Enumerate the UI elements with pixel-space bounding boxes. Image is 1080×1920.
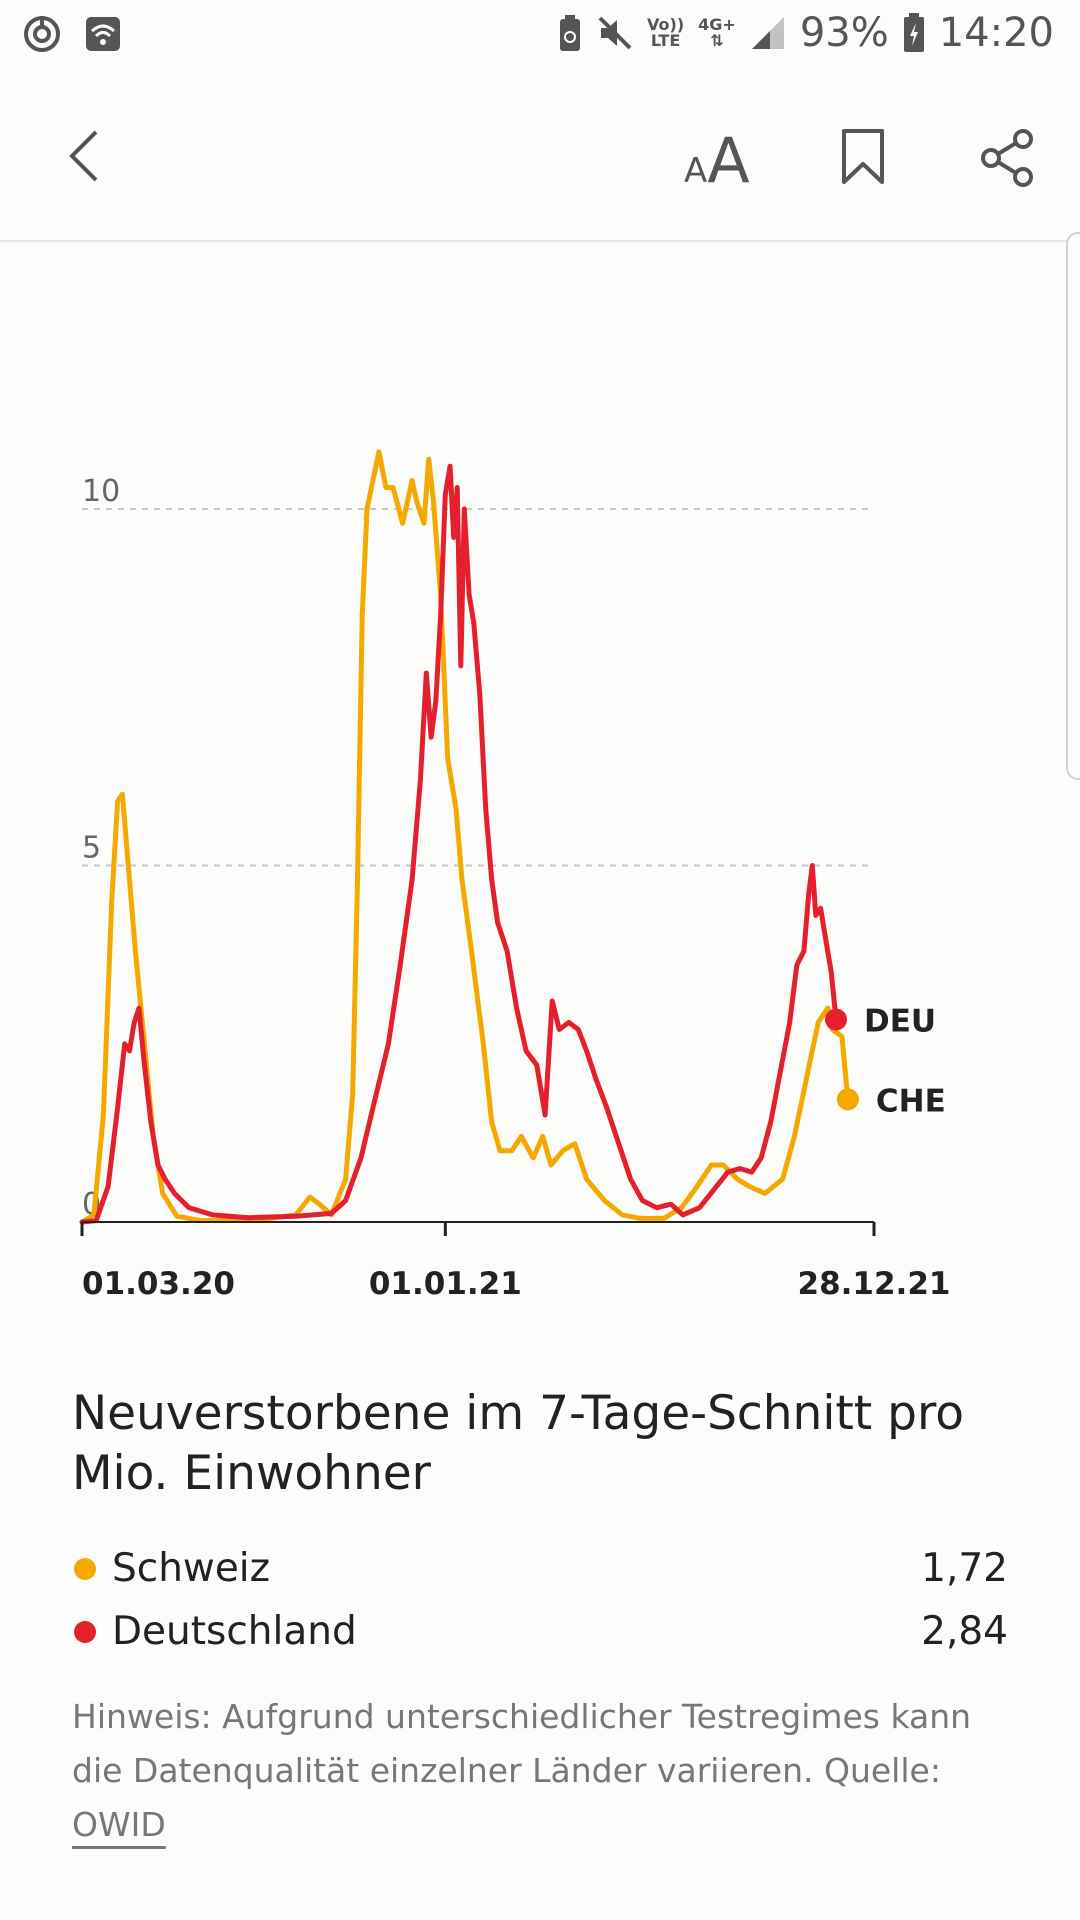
note-text: Hinweis: Aufgrund unterschiedlicher Test…: [72, 1697, 972, 1790]
bookmark-icon: [842, 129, 884, 184]
share-icon: [981, 129, 1033, 187]
volte-indicator: Vo)) LTE: [647, 15, 685, 50]
legend-value: 1,72: [921, 1546, 1008, 1591]
font-size-small-glyph: A: [684, 151, 708, 191]
legend-value: 2,84: [921, 1609, 1008, 1654]
series-line-schweiz: [79, 449, 851, 1225]
scroll-handle[interactable]: [1066, 232, 1080, 780]
legend-item-schweiz: Schweiz 1,72: [72, 1540, 1008, 1600]
series-end-label-che: CHE: [876, 1083, 946, 1119]
bookmark-button[interactable]: [840, 128, 886, 190]
y-tick-label: 10: [82, 474, 120, 509]
legend-label: Deutschland: [112, 1609, 357, 1654]
share-button[interactable]: [978, 128, 1038, 192]
chart-title: Neuverstorbene im 7-Tage-Schnitt pro Mio…: [72, 1386, 965, 1501]
clock: 14:20: [938, 10, 1054, 56]
x-tick-label: 01.03.20: [82, 1266, 235, 1302]
series-end-label-deu: DEU: [864, 1004, 936, 1040]
signal-icon: [751, 17, 784, 49]
battery-percent: 93%: [799, 10, 889, 56]
font-size-button[interactable]: AA: [684, 124, 750, 197]
source-note: Hinweis: Aufgrund unterschiedlicher Test…: [72, 1690, 1012, 1852]
app-bar: AA: [0, 72, 1080, 242]
wifi-icon: [86, 17, 120, 51]
back-button[interactable]: [64, 126, 104, 190]
mute-icon: [598, 16, 632, 50]
status-bar: Vo)) LTE 4G+ ⇅ 93% 14:20: [0, 0, 1080, 70]
x-tick-label: 28.12.21: [798, 1266, 951, 1302]
legend-item-deutschland: Deutschland 2,84: [72, 1603, 1008, 1663]
series-line-deutschland: [79, 463, 839, 1225]
x-tick-label: 01.01.21: [369, 1266, 522, 1302]
recycle-icon: [560, 15, 581, 51]
sync-icon: [24, 16, 60, 52]
series-end-dot-che: [836, 1088, 859, 1111]
network-indicator: 4G+ ⇅: [698, 15, 736, 50]
source-link[interactable]: OWID: [72, 1805, 166, 1844]
line-chart: 0 5 10 CHE DEU 01.03.20 01.01.21 28.12.21: [0, 240, 1080, 1340]
legend-label: Schweiz: [112, 1546, 271, 1591]
font-size-large-glyph: A: [707, 124, 750, 197]
legend-dot-deutschland: [74, 1621, 96, 1643]
series-end-dot-deu: [825, 1008, 848, 1031]
battery-icon: [903, 13, 924, 52]
y-tick-label: 5: [82, 831, 101, 866]
back-arrow-icon: [69, 130, 98, 182]
legend-dot-schweiz: [74, 1558, 96, 1580]
